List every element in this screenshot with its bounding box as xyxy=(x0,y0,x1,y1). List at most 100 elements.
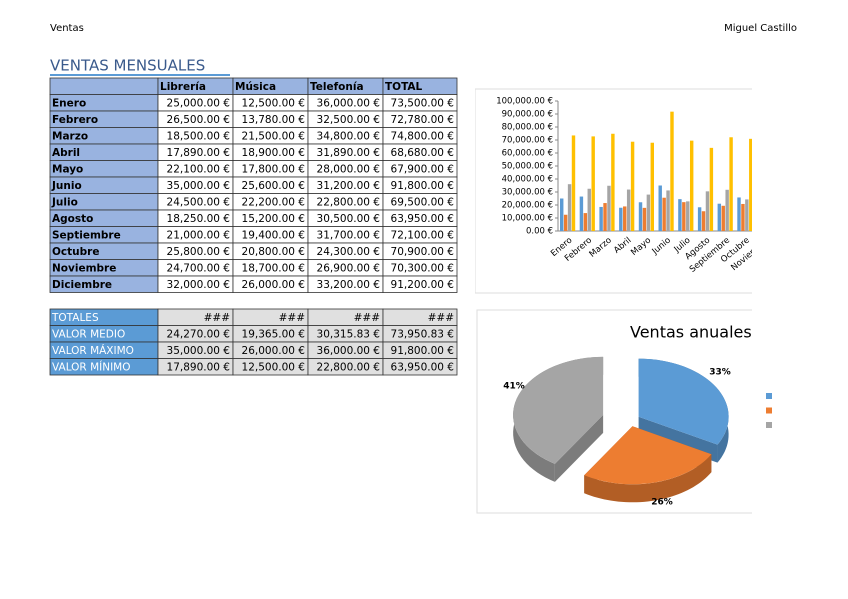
cell-value: 32,500.00 € xyxy=(317,114,380,126)
stat-value: 36,000.00 € xyxy=(317,345,380,357)
page-header-right: Miguel Castillo xyxy=(724,23,797,34)
cell-value: 18,700.00 € xyxy=(242,262,305,274)
bar xyxy=(658,185,662,231)
bar xyxy=(717,203,722,231)
stat-value: ### xyxy=(279,312,306,324)
y-tick-label: 40,000.00 € xyxy=(502,175,553,185)
cell-value: 18,500.00 € xyxy=(167,130,230,142)
bar xyxy=(788,112,791,231)
bar xyxy=(761,207,764,231)
page-header-left: Ventas xyxy=(50,23,84,34)
stat-value: 91,800.00 € xyxy=(391,345,454,357)
cell-value: 70,300.00 € xyxy=(391,262,454,274)
bar xyxy=(777,189,780,231)
cell xyxy=(382,275,458,293)
cell-value: 72,780.00 € xyxy=(391,114,454,126)
bar xyxy=(701,211,706,231)
bar xyxy=(745,199,749,231)
bar xyxy=(757,199,760,231)
cell-value: 36,000.00 € xyxy=(317,97,380,109)
cell-value: 30,500.00 € xyxy=(317,213,380,225)
bar xyxy=(623,206,627,231)
bar xyxy=(567,184,572,231)
bar xyxy=(666,190,670,231)
cell-value: 21,500.00 € xyxy=(242,130,305,142)
stat-value: ### xyxy=(354,312,381,324)
cell-value: 24,500.00 € xyxy=(167,196,230,208)
row-label: Octubre xyxy=(52,246,99,258)
bar xyxy=(725,189,729,231)
cell-value: 72,100.00 € xyxy=(391,229,454,241)
bar xyxy=(571,135,576,231)
cell-value: 68,680.00 € xyxy=(391,147,454,159)
x-tick-label: Diciembre xyxy=(751,236,791,272)
bar xyxy=(587,188,591,231)
row-label: Mayo xyxy=(52,163,83,175)
bar xyxy=(769,140,772,231)
bar xyxy=(563,214,568,231)
cell-value: 21,000.00 € xyxy=(167,229,230,241)
x-tick-label: Mayo xyxy=(629,236,653,258)
cell-value: 22,200.00 € xyxy=(242,196,305,208)
bar-chart-frame xyxy=(475,88,752,294)
stat-value: ### xyxy=(204,312,231,324)
cell xyxy=(49,77,159,95)
cell-value: 32,000.00 € xyxy=(167,279,230,291)
y-tick-label: 70,000.00 € xyxy=(502,136,553,146)
y-tick-label: 10,000.00 € xyxy=(502,214,553,224)
bar xyxy=(689,140,694,231)
cell-value: 69,500.00 € xyxy=(391,196,454,208)
bar xyxy=(560,198,564,231)
cell-value: 33,200.00 € xyxy=(317,279,380,291)
bar xyxy=(607,185,611,231)
y-tick-label: 80,000.00 € xyxy=(502,123,553,133)
x-tick-label: Junio xyxy=(650,236,673,258)
cell-value: 26,000.00 € xyxy=(242,279,305,291)
bar xyxy=(619,207,623,231)
bar xyxy=(749,138,752,231)
row-label: Febrero xyxy=(52,114,98,126)
cell-value: 19,400.00 € xyxy=(242,229,305,241)
data-label: 33% xyxy=(709,368,731,378)
column-header: Librería xyxy=(160,81,206,93)
cell-value: 22,100.00 € xyxy=(167,163,230,175)
stat-value: 30,315.83 € xyxy=(317,328,380,340)
stat-value: 17,890.00 € xyxy=(167,361,230,373)
cell xyxy=(382,358,458,376)
bar xyxy=(630,141,635,231)
bar xyxy=(721,205,725,231)
stat-label: VALOR MÁXIMO xyxy=(52,344,134,357)
y-tick-label: 20,000.00 € xyxy=(502,201,553,211)
cell-value: 17,800.00 € xyxy=(242,163,305,175)
y-tick-label: 50,000.00 € xyxy=(502,162,553,172)
bar-chart: 0.00 € 10,000.00 € 20,000.00 € 30,000.00 € 4… xyxy=(496,97,791,275)
cell-value: 26,500.00 € xyxy=(167,114,230,126)
column-header: TOTAL xyxy=(385,81,423,93)
cell-value: 25,000.00 € xyxy=(167,97,230,109)
row-label: Septiembre xyxy=(52,229,121,241)
cell-value: 91,800.00 € xyxy=(391,180,454,192)
cell-value: 17,890.00 € xyxy=(167,147,230,159)
cell-value: 73,500.00 € xyxy=(391,97,454,109)
row-label: Diciembre xyxy=(52,279,112,291)
bar xyxy=(741,203,745,231)
stat-label: TOTALES xyxy=(51,312,99,324)
cell-value: 91,200.00 € xyxy=(391,279,454,291)
cell-value: 25,800.00 € xyxy=(167,246,230,258)
stat-value: 19,365.00 € xyxy=(242,328,305,340)
legend-swatch xyxy=(766,393,772,399)
bar xyxy=(650,142,654,231)
pie-chart-frame xyxy=(476,309,752,514)
legend-swatch xyxy=(766,422,772,428)
bar xyxy=(591,136,595,231)
stat-value: 12,500.00 € xyxy=(242,361,305,373)
bar xyxy=(646,194,651,231)
bar xyxy=(729,137,733,231)
chart-title: Ventas anuales xyxy=(630,323,752,342)
row-label: Marzo xyxy=(52,130,88,142)
cell-value: 63,950.00 € xyxy=(391,213,454,225)
cell-value: 67,900.00 € xyxy=(391,163,454,175)
table: Librería Música Telefonía TOTAL Enero 25,000.… xyxy=(49,77,458,376)
bar xyxy=(626,189,631,231)
